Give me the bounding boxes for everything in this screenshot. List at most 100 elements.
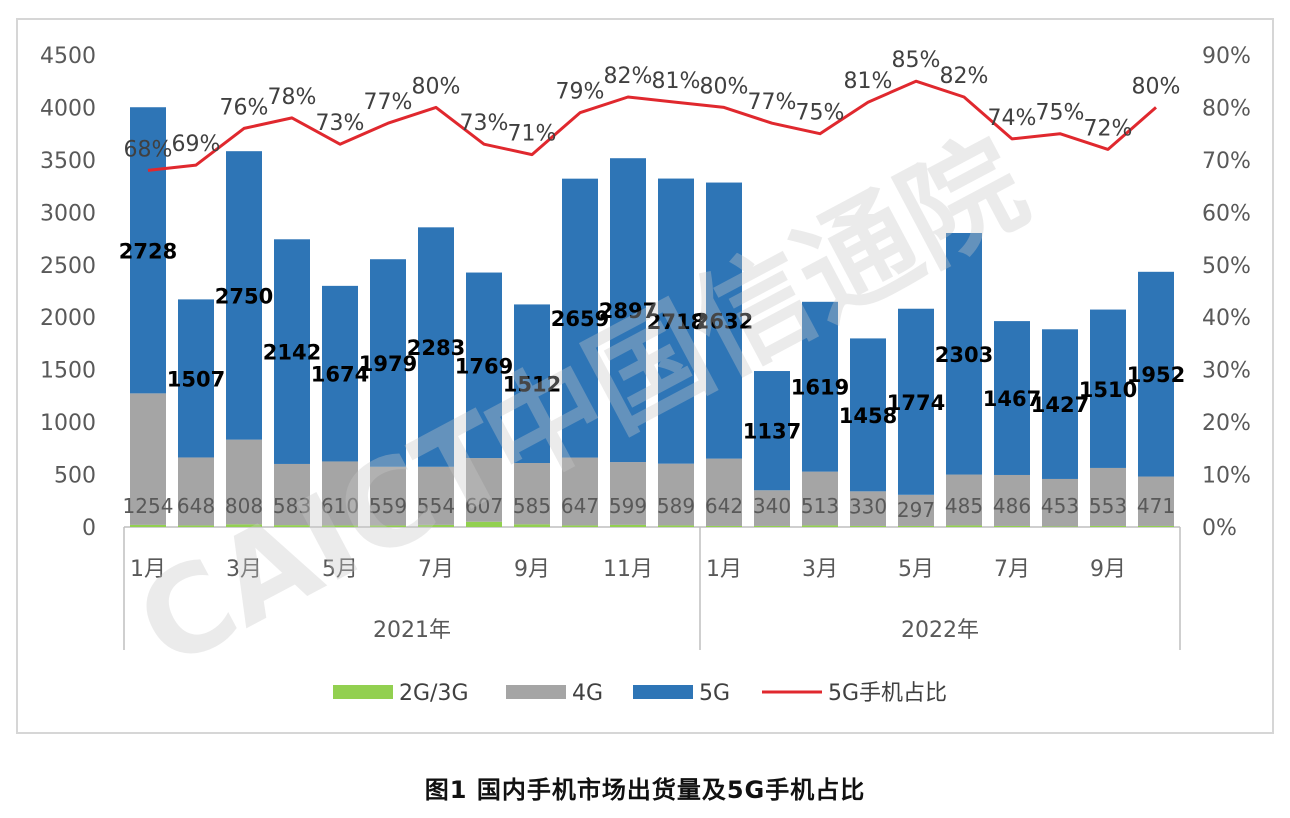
x-group-label: 2022年: [901, 618, 979, 643]
bar-2g3g: [562, 525, 598, 527]
label-4g: 642: [705, 494, 743, 518]
label-5g: 1458: [839, 404, 897, 428]
bar-4g: [274, 463, 310, 526]
axes: 0 500 1000 1500 2000 2500 3000 3500 4000 4500 0% 10…: [40, 44, 1251, 650]
bar-4g: [514, 463, 550, 525]
bar-2g3g: [994, 525, 1030, 527]
label-4g: 589: [657, 494, 695, 518]
label-5g: 2632: [695, 310, 753, 334]
bar-4g: [370, 466, 406, 526]
y-left-tick-label: 2500: [40, 254, 96, 279]
x-tick-label: 3月: [802, 557, 838, 582]
x-tick-label: 9月: [1090, 557, 1126, 582]
label-4g: 297: [897, 498, 935, 522]
bar-2g3g: [946, 525, 982, 527]
bar-4g: [466, 458, 502, 522]
bar-2g3g: [1138, 525, 1174, 527]
label-5g-share: 80%: [700, 74, 749, 99]
label-5g-share: 73%: [316, 111, 365, 136]
bar-2g3g: [178, 525, 214, 527]
bar-4g: [130, 393, 166, 525]
figure-caption: 图1 国内手机市场出货量及5G手机占比: [424, 776, 866, 804]
legend-label: 5G: [699, 681, 730, 706]
bar-5g: [802, 301, 838, 472]
legend: 2G/3G 4G 5G 5G手机占比: [333, 681, 947, 706]
legend-label: 2G/3G: [399, 681, 469, 706]
label-5g-share: 81%: [844, 69, 893, 94]
label-5g: 2659: [551, 307, 609, 331]
chart-frame: 0 500 1000 1500 2000 2500 3000 3500 4000 4500 0% 10…: [16, 18, 1274, 734]
bar-2g3g: [1090, 525, 1126, 527]
bar-4g: [226, 439, 262, 525]
label-4g: 453: [1041, 494, 1079, 518]
label-4g: 607: [465, 494, 503, 518]
label-5g: 1137: [743, 420, 801, 444]
label-5g-share: 73%: [460, 111, 509, 136]
bar-4g: [1042, 478, 1078, 527]
bar-5g: [946, 232, 982, 475]
label-5g-share: 80%: [412, 74, 461, 99]
y-right-tick-label: 90%: [1202, 44, 1251, 69]
label-4g: 583: [273, 494, 311, 518]
label-4g: 610: [321, 494, 359, 518]
bar-5g: [1042, 329, 1078, 479]
legend-label: 5G手机占比: [828, 681, 947, 706]
label-5g: 2718: [647, 310, 705, 334]
label-5g-share: 77%: [748, 90, 797, 115]
bar-5g: [562, 178, 598, 458]
combo-chart: 0 500 1000 1500 2000 2500 3000 3500 4000 4500 0% 10…: [40, 44, 1251, 706]
label-5g: 1774: [887, 391, 945, 415]
bar-4g: [1138, 476, 1174, 526]
line-series: [147, 79, 1157, 172]
bar-2g3g: [514, 524, 550, 527]
line-5g-share: [147, 79, 1157, 172]
y-left-tick-label: 1500: [40, 359, 96, 384]
y-right-tick-label: 20%: [1202, 411, 1251, 436]
bar-2g3g: [658, 525, 694, 527]
y-left-tick-label: 500: [54, 464, 96, 489]
bar-2g3g: [754, 525, 790, 527]
bar-2g3g: [802, 525, 838, 527]
legend-swatch: [506, 685, 566, 699]
bar-5g: [994, 321, 1030, 475]
label-5g: 2897: [599, 299, 657, 323]
legend-swatch: [333, 685, 393, 699]
label-4g: 585: [513, 494, 551, 518]
label-5g-share: 77%: [364, 90, 413, 115]
label-5g: 1507: [167, 367, 225, 391]
bar-5g: [610, 158, 646, 463]
label-4g: 485: [945, 494, 983, 518]
bar-4g: [610, 462, 646, 525]
label-4g: 808: [225, 494, 263, 518]
label-5g: 1674: [311, 363, 369, 387]
label-4g: 471: [1137, 494, 1175, 518]
bar-2g3g: [274, 525, 310, 527]
bar-5g: [322, 285, 358, 462]
bar-4g: [562, 457, 598, 526]
label-5g-share: 68%: [124, 137, 173, 162]
bar-4g: [1090, 467, 1126, 526]
bar-2g3g: [370, 525, 406, 527]
y-right-tick-label: 60%: [1202, 201, 1251, 226]
y-left-tick-label: 1000: [40, 411, 96, 436]
y-right-tick-label: 40%: [1202, 306, 1251, 331]
label-5g-share: 78%: [268, 85, 317, 110]
label-5g-share: 82%: [604, 64, 653, 89]
bar-2g3g: [898, 525, 934, 527]
label-5g: 2750: [215, 284, 273, 308]
label-5g-share: 80%: [1132, 74, 1181, 99]
bar-4g: [898, 494, 934, 526]
label-4g: 1254: [123, 494, 174, 518]
bar-5g: [178, 299, 214, 458]
bar-5g: [754, 371, 790, 491]
label-5g-share: 79%: [556, 80, 605, 105]
y-left-tick-label: 2000: [40, 306, 96, 331]
legend-swatch: [633, 685, 693, 699]
legend-label: 4G: [572, 681, 603, 706]
label-4g: 554: [417, 494, 455, 518]
bar-5g: [130, 107, 166, 394]
bar-series: [130, 107, 1174, 527]
y-right-tick-label: 0%: [1202, 516, 1237, 541]
bar-5g: [370, 259, 406, 467]
bar-5g: [226, 151, 262, 440]
